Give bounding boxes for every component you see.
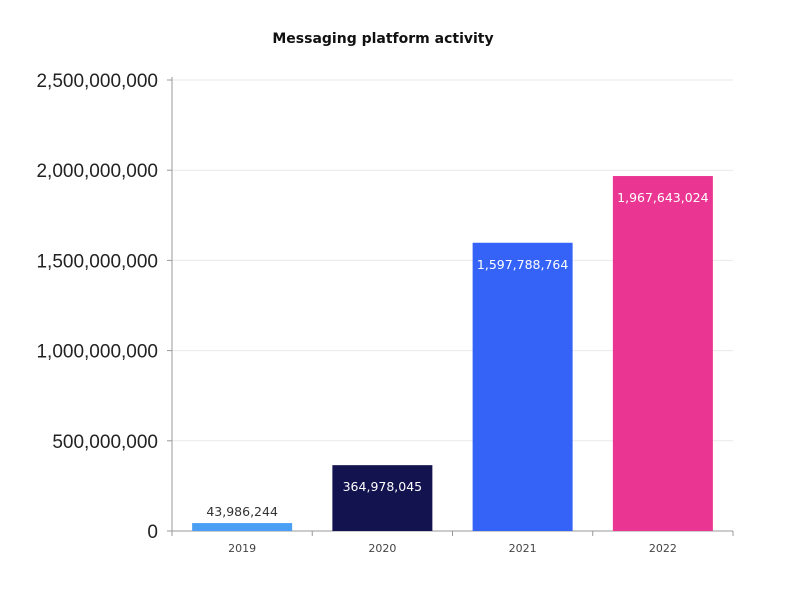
data-label: 1,967,643,024 — [617, 190, 708, 205]
x-tick-label: 2020 — [368, 542, 396, 555]
data-label: 364,978,045 — [343, 479, 423, 494]
bar-2021 — [472, 242, 573, 531]
x-tick-label: 2021 — [509, 542, 537, 555]
y-tick-label: 1,000,000,000 — [36, 342, 158, 363]
x-tick-label: 2019 — [228, 542, 256, 555]
bar-2019 — [192, 523, 293, 531]
chart-title: Messaging platform activity — [272, 31, 493, 47]
bar-2022 — [612, 176, 713, 531]
y-tick-label: 0 — [147, 522, 158, 543]
x-tick-label: 2022 — [649, 542, 677, 555]
bars — [192, 176, 713, 531]
y-axis-tick-labels: 0 500,000,000 1,000,000,000 1,500,000,000 2,… — [36, 71, 158, 543]
y-tick-label: 1,500,000,000 — [36, 251, 158, 272]
data-label: 43,986,244 — [206, 504, 278, 519]
y-tick-label: 2,000,000,000 — [36, 161, 158, 182]
data-labels: 43,986,244 364,978,045 1,597,788,764 1,967,… — [206, 190, 708, 519]
data-label: 1,597,788,764 — [477, 257, 568, 272]
bar-2020 — [332, 465, 433, 531]
y-tick-label: 2,500,000,000 — [36, 71, 158, 92]
y-tick-label: 500,000,000 — [52, 432, 158, 453]
x-axis-tick-labels: 2019 2020 2021 2022 — [228, 542, 677, 555]
